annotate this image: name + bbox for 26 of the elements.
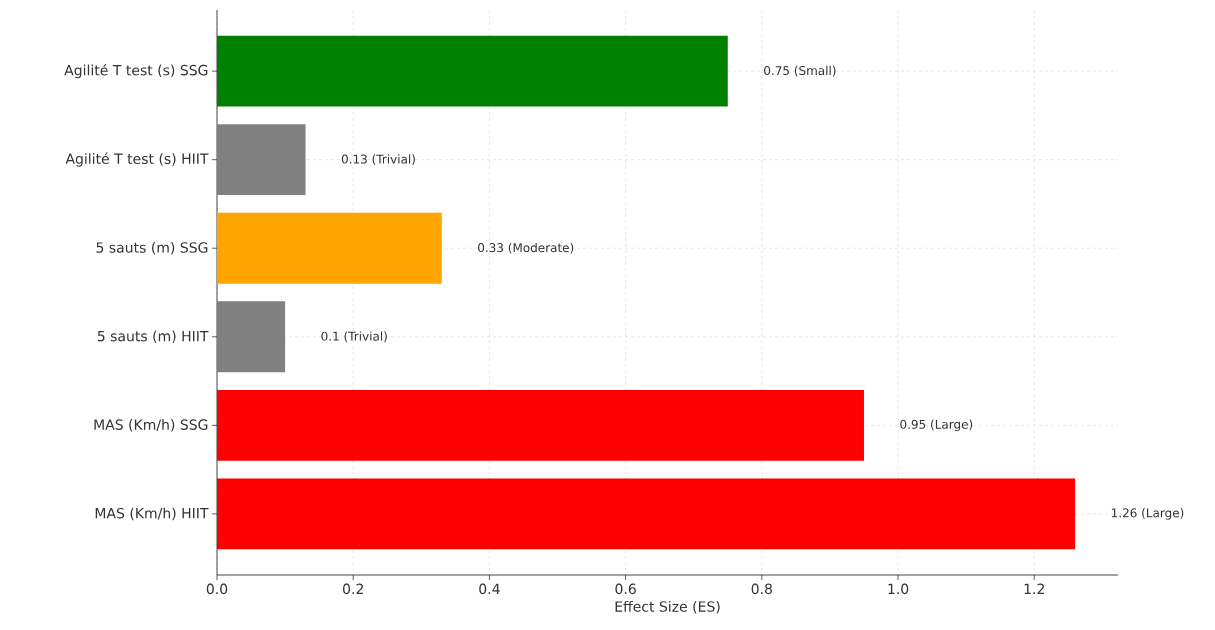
bar xyxy=(217,124,306,196)
bar xyxy=(217,389,864,461)
y-tick-label: 5 sauts (m) HIIT xyxy=(97,330,209,344)
data-label: 1.26 (Large) xyxy=(1111,508,1184,520)
x-tick-label: 0.8 xyxy=(751,583,773,595)
y-tick-label: Agilité T test (s) SSG xyxy=(64,64,208,79)
bar xyxy=(217,478,1076,550)
data-label: 0.75 (Small) xyxy=(764,65,836,77)
data-label: 0.13 (Trivial) xyxy=(341,154,415,166)
x-tick-label: 0.4 xyxy=(479,583,500,595)
x-tick-label: 1.2 xyxy=(1024,583,1044,594)
x-tick-label: 0.0 xyxy=(206,583,228,595)
bar xyxy=(217,301,286,373)
y-tick-label: MAS (Km/h) SSG xyxy=(94,419,208,432)
data-label: 0.33 (Moderate) xyxy=(478,242,574,254)
x-tick-label: 1.0 xyxy=(888,583,909,595)
x-tick-label: 0.2 xyxy=(343,583,363,595)
data-label: 0.95 (Large) xyxy=(900,419,973,432)
y-tick-label: MAS (Km/h) HIIT xyxy=(95,507,209,521)
bar xyxy=(217,212,442,284)
bar xyxy=(217,35,728,107)
x-axis-title: Effect Size (ES) xyxy=(615,601,720,614)
y-tick-label: 5 sauts (m) SSG xyxy=(96,241,208,255)
y-tick-label: Agilité T test (s) HIIT xyxy=(65,152,209,167)
data-label: 0.1 (Trivial) xyxy=(321,331,387,343)
x-tick-label: 0.6 xyxy=(615,583,636,595)
